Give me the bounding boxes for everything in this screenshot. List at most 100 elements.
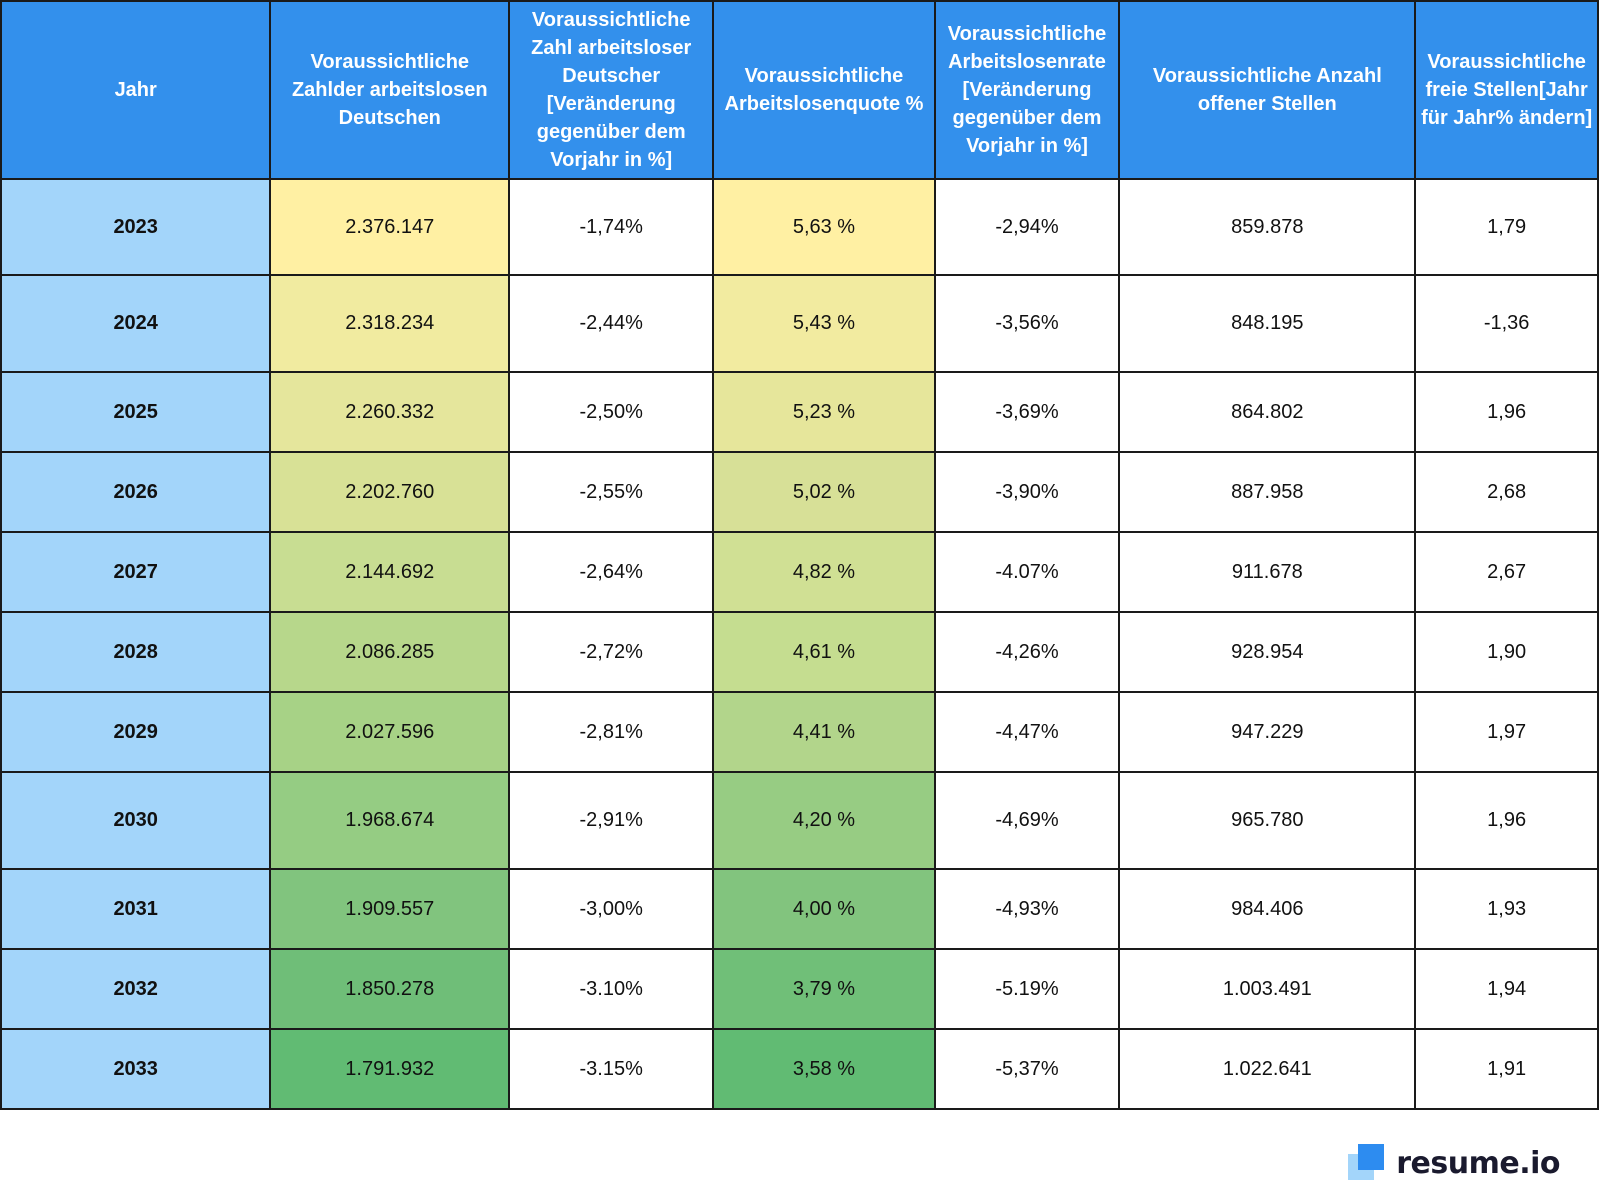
- header-col-rate-change: Voraussichtliche Arbeitslosenrate [Verän…: [933, 0, 1121, 180]
- header-col-unemployed-change: Voraussichtliche Zahl arbeitsloser Deuts…: [508, 0, 715, 180]
- cell-col-unemployed-change: -3.10%: [508, 948, 715, 1030]
- cell-col-vacancies: 928.954: [1118, 611, 1417, 693]
- logo-text: resume.io: [1396, 1145, 1560, 1181]
- table-row: 2033 1.791.932 -3.15% 3,58 % -5,37% 1.022.641…: [0, 1028, 1599, 1110]
- cell-col-rate-change: -5.19%: [933, 948, 1121, 1030]
- cell-col-unemployed-change: -2,81%: [508, 691, 715, 773]
- cell-col-unemployment-rate: 4,82 %: [712, 531, 936, 613]
- cell-col-rate-change: -4,47%: [933, 691, 1121, 773]
- cell-col-rate-change: -3,56%: [933, 274, 1121, 373]
- cell-col-vacancies-change: 1,91: [1414, 1028, 1599, 1110]
- cell-col-year: 2030: [0, 771, 272, 870]
- cell-col-vacancies: 947.229: [1118, 691, 1417, 773]
- header-col-vacancies: Voraussichtliche Anzahl offener Stellen: [1118, 0, 1417, 180]
- cell-col-unemployed-count: 2.376.147: [269, 178, 511, 276]
- cell-col-unemployed-change: -3,00%: [508, 868, 715, 950]
- cell-col-vacancies: 965.780: [1118, 771, 1417, 870]
- cell-col-unemployment-rate: 5,63 %: [712, 178, 936, 276]
- cell-col-vacancies-change: 1,97: [1414, 691, 1599, 773]
- cell-col-vacancies: 1.022.641: [1118, 1028, 1417, 1110]
- cell-col-vacancies-change: 1,94: [1414, 948, 1599, 1030]
- header-col-unemployed-count: Voraussichtliche Zahlder arbeitslosen De…: [269, 0, 511, 180]
- cell-col-unemployed-count: 1.791.932: [269, 1028, 511, 1110]
- table-row: 2027 2.144.692 -2,64% 4,82 % -4.07% 911.678 2,…: [0, 531, 1599, 613]
- header-col-unemployment-rate: Voraussichtliche Arbeitslosenquote %: [712, 0, 936, 180]
- cell-col-rate-change: -4,69%: [933, 771, 1121, 870]
- cell-col-year: 2032: [0, 948, 272, 1030]
- cell-col-vacancies-change: 2,68: [1414, 451, 1599, 533]
- table-row: 2031 1.909.557 -3,00% 4,00 % -4,93% 984.406 1,…: [0, 868, 1599, 950]
- cell-col-vacancies-change: 1,90: [1414, 611, 1599, 693]
- table-row: 2025 2.260.332 -2,50% 5,23 % -3,69% 864.802 1,…: [0, 371, 1599, 453]
- cell-col-rate-change: -4,93%: [933, 868, 1121, 950]
- cell-col-unemployment-rate: 5,02 %: [712, 451, 936, 533]
- table-row: 2028 2.086.285 -2,72% 4,61 % -4,26% 928.954 1,…: [0, 611, 1599, 693]
- table-row: 2026 2.202.760 -2,55% 5,02 % -3,90% 887.958 2,…: [0, 451, 1599, 533]
- cell-col-unemployed-change: -2,64%: [508, 531, 715, 613]
- cell-col-rate-change: -4.07%: [933, 531, 1121, 613]
- cell-col-unemployed-count: 2.027.596: [269, 691, 511, 773]
- cell-col-unemployed-count: 2.144.692: [269, 531, 511, 613]
- header-col-year: Jahr: [0, 0, 272, 180]
- cell-col-unemployment-rate: 3,79 %: [712, 948, 936, 1030]
- cell-col-vacancies: 984.406: [1118, 868, 1417, 950]
- cell-col-unemployed-count: 2.202.760: [269, 451, 511, 533]
- cell-col-year: 2029: [0, 691, 272, 773]
- cell-col-unemployed-change: -2,72%: [508, 611, 715, 693]
- cell-col-year: 2024: [0, 274, 272, 373]
- cell-col-unemployment-rate: 4,41 %: [712, 691, 936, 773]
- cell-col-rate-change: -3,90%: [933, 451, 1121, 533]
- table-row: 2030 1.968.674 -2,91% 4,20 % -4,69% 965.780 1,…: [0, 771, 1599, 870]
- cell-col-unemployed-change: -1,74%: [508, 178, 715, 276]
- forecast-table: Jahr Voraussichtliche Zahlder arbeitslose…: [0, 0, 1599, 1110]
- table-row: 2032 1.850.278 -3.10% 3,79 % -5.19% 1.003.491…: [0, 948, 1599, 1030]
- cell-col-unemployed-count: 1.909.557: [269, 868, 511, 950]
- cell-col-vacancies: 859.878: [1118, 178, 1417, 276]
- cell-col-unemployed-count: 2.260.332: [269, 371, 511, 453]
- cell-col-rate-change: -4,26%: [933, 611, 1121, 693]
- cell-col-year: 2026: [0, 451, 272, 533]
- header-col-vacancies-change: Voraussichtliche freie Stellen[Jahr für …: [1414, 0, 1599, 180]
- cell-col-unemployment-rate: 5,23 %: [712, 371, 936, 453]
- cell-col-year: 2025: [0, 371, 272, 453]
- cell-col-year: 2027: [0, 531, 272, 613]
- cell-col-unemployment-rate: 4,61 %: [712, 611, 936, 693]
- cell-col-vacancies: 911.678: [1118, 531, 1417, 613]
- cell-col-rate-change: -2,94%: [933, 178, 1121, 276]
- resume-io-logo-icon: [1348, 1144, 1386, 1182]
- cell-col-year: 2023: [0, 178, 272, 276]
- table-row: 2024 2.318.234 -2,44% 5,43 % -3,56% 848.195 -1…: [0, 274, 1599, 373]
- header-row: Jahr Voraussichtliche Zahlder arbeitslose…: [0, 0, 1599, 180]
- cell-col-unemployment-rate: 4,20 %: [712, 771, 936, 870]
- cell-col-unemployed-change: -3.15%: [508, 1028, 715, 1110]
- cell-col-vacancies-change: 1,96: [1414, 771, 1599, 870]
- cell-col-unemployed-change: -2,91%: [508, 771, 715, 870]
- cell-col-unemployed-count: 1.968.674: [269, 771, 511, 870]
- cell-col-unemployed-count: 2.318.234: [269, 274, 511, 373]
- cell-col-vacancies-change: 1,79: [1414, 178, 1599, 276]
- cell-col-rate-change: -3,69%: [933, 371, 1121, 453]
- table-row: 2023 2.376.147 -1,74% 5,63 % -2,94% 859.878 1,…: [0, 178, 1599, 276]
- cell-col-vacancies: 864.802: [1118, 371, 1417, 453]
- cell-col-vacancies-change: -1,36: [1414, 274, 1599, 373]
- cell-col-unemployed-count: 2.086.285: [269, 611, 511, 693]
- cell-col-unemployed-change: -2,50%: [508, 371, 715, 453]
- resume-io-logo: resume.io: [1348, 1143, 1560, 1183]
- cell-col-year: 2031: [0, 868, 272, 950]
- cell-col-unemployed-count: 1.850.278: [269, 948, 511, 1030]
- table-body: 2023 2.376.147 -1,74% 5,63 % -2,94% 859.878 1,…: [0, 178, 1599, 1110]
- cell-col-vacancies: 848.195: [1118, 274, 1417, 373]
- cell-col-year: 2028: [0, 611, 272, 693]
- cell-col-unemployed-change: -2,55%: [508, 451, 715, 533]
- cell-col-vacancies-change: 1,96: [1414, 371, 1599, 453]
- cell-col-unemployment-rate: 5,43 %: [712, 274, 936, 373]
- table-row: 2029 2.027.596 -2,81% 4,41 % -4,47% 947.229 1,…: [0, 691, 1599, 773]
- cell-col-unemployed-change: -2,44%: [508, 274, 715, 373]
- cell-col-unemployment-rate: 4,00 %: [712, 868, 936, 950]
- cell-col-vacancies: 1.003.491: [1118, 948, 1417, 1030]
- cell-col-vacancies: 887.958: [1118, 451, 1417, 533]
- cell-col-vacancies-change: 2,67: [1414, 531, 1599, 613]
- forecast-table-container: Jahr Voraussichtliche Zahlder arbeitslose…: [0, 0, 1599, 1110]
- cell-col-unemployment-rate: 3,58 %: [712, 1028, 936, 1110]
- cell-col-year: 2033: [0, 1028, 272, 1110]
